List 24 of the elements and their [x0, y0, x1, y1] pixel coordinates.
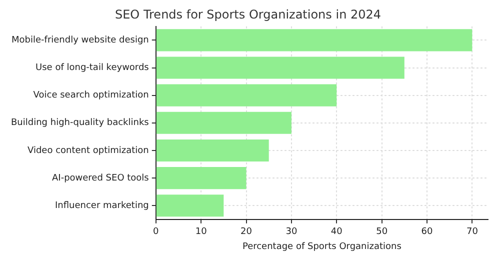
x-tick-label: 50 — [376, 227, 388, 238]
bar — [156, 112, 292, 134]
x-axis-title: Percentage of Sports Organizations — [242, 242, 402, 252]
bar — [156, 167, 246, 190]
y-tick-label: Use of long-tail keywords — [36, 63, 150, 74]
x-tick-label: 60 — [421, 227, 433, 238]
x-tick-label: 0 — [153, 227, 160, 238]
x-tick-label: 10 — [195, 227, 208, 238]
bar — [156, 139, 269, 162]
bar — [156, 56, 404, 79]
bar — [156, 194, 224, 217]
bar — [156, 29, 472, 52]
y-tick-label: Mobile-friendly website design — [12, 36, 149, 46]
x-tick-label: 20 — [240, 227, 252, 238]
y-tick-label: Influencer marketing — [54, 200, 149, 211]
chart-title: SEO Trends for Sports Organizations in 2024 — [114, 7, 382, 22]
y-tick-label: AI-powered SEO tools — [52, 173, 150, 184]
x-tick-label: 30 — [286, 227, 298, 238]
y-tick-label: Building high-quality backlinks — [10, 118, 150, 128]
y-tick-label: Video content optimization — [27, 146, 149, 156]
bar — [156, 84, 337, 106]
x-tick-label: 40 — [330, 227, 343, 238]
y-tick-label: Voice search optimization — [33, 90, 149, 101]
x-tick-label: 70 — [466, 227, 478, 238]
